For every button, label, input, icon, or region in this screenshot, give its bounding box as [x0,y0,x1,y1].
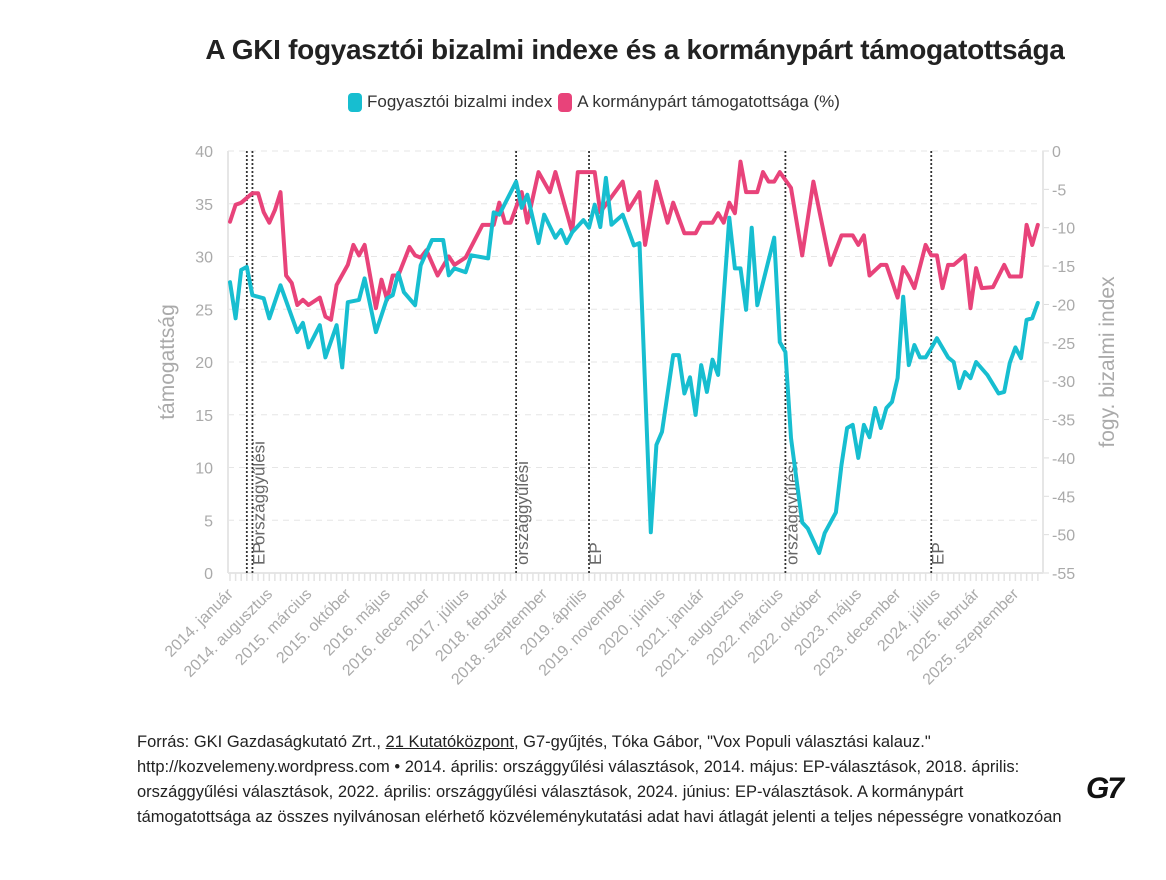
election-marker-label: EP [586,542,605,565]
footnote-prefix: Forrás: GKI Gazdaságkutató Zrt., [137,733,386,751]
legend-label: Fogyasztói bizalmi index [367,92,553,111]
y-left-tick-label: 20 [195,355,213,372]
election-marker-label: EP [928,542,947,565]
y-right-tick-label: -25 [1052,336,1075,353]
y-right-tick-label: -45 [1052,489,1075,506]
y-right-tick-label: 0 [1052,144,1061,161]
y-left-tick-label: 0 [204,566,213,583]
consumer-confidence-line [228,175,1040,556]
y-right-tick-label: -50 [1052,528,1075,545]
legend-swatch-party-support [558,92,573,112]
y-right-axis-title: fogy. bizalmi index [1096,276,1119,448]
y-left-tick-label: 10 [195,461,213,478]
election-marker-label: országgyűlési [249,441,268,545]
y-right-tick-label: -10 [1052,221,1075,238]
y-right-tick-label: -35 [1052,413,1075,430]
legend-swatch-consumer-index [348,92,362,112]
election-marker-label: országgyűlési [782,461,801,565]
y-right-tick-label: -55 [1052,566,1075,583]
y-left-tick-label: 30 [195,250,213,267]
legend: Fogyasztói bizalmi index A kormánypárt t… [348,92,846,112]
election-marker-label: országgyűlési [513,461,532,565]
g7-logo: G7 [1086,772,1124,805]
y-left-tick-label: 15 [195,408,213,425]
y-left-tick-label: 40 [195,144,213,161]
y-right-tick-label: -40 [1052,451,1075,468]
y-right-tick-label: -20 [1052,297,1075,314]
y-left-axis-title: támogattság [156,304,179,420]
y-left-tick-label: 5 [204,513,213,530]
chart-title: A GKI fogyasztói bizalmi indexe és a kor… [205,34,1065,65]
source-link[interactable]: 21 Kutatóközpont [385,733,514,751]
election-marker-label: EP [249,542,268,565]
y-right-tick-label: -15 [1052,259,1075,276]
y-left-tick-label: 25 [195,302,213,319]
party-support-line [228,159,1040,322]
y-right-tick-label: -5 [1052,182,1066,199]
legend-item-consumer-index[interactable]: Fogyasztói bizalmi index [348,92,552,112]
footnote-text: , G7-gyűjtés, Tóka Gábor, "Vox Populi vá… [137,733,1062,826]
y-right-tick-label: -30 [1052,374,1075,391]
y-left-tick-label: 35 [195,197,213,214]
legend-label: A kormánypárt támogatottsága (%) [577,92,840,111]
source-footnote: Forrás: GKI Gazdaságkutató Zrt., 21 Kuta… [137,730,1077,830]
legend-item-party-support[interactable]: A kormánypárt támogatottsága (%) [558,92,840,112]
